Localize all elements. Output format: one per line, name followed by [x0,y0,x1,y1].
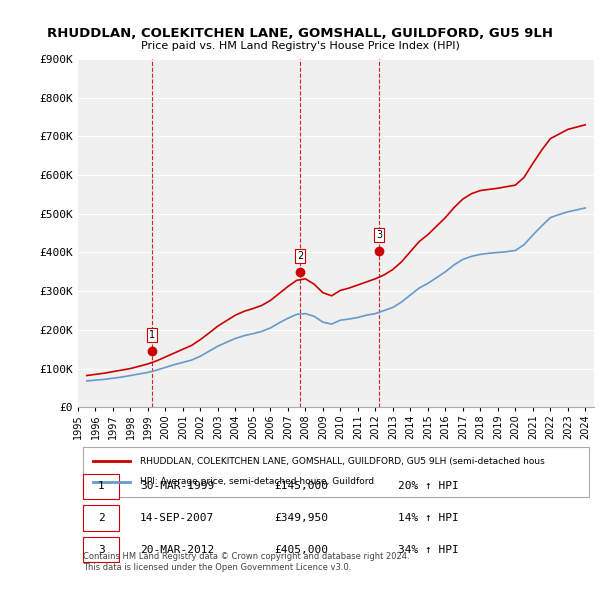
Text: £349,950: £349,950 [274,513,328,523]
Text: 14-SEP-2007: 14-SEP-2007 [140,513,214,523]
Text: 2: 2 [98,513,104,523]
Text: 3: 3 [98,545,104,555]
Text: 3: 3 [376,230,382,240]
Text: Price paid vs. HM Land Registry's House Price Index (HPI): Price paid vs. HM Land Registry's House … [140,41,460,51]
Text: RHUDDLAN, COLEKITCHEN LANE, GOMSHALL, GUILDFORD, GU5 9LH (semi-detached hous: RHUDDLAN, COLEKITCHEN LANE, GOMSHALL, GU… [140,457,545,466]
Text: Contains HM Land Registry data © Crown copyright and database right 2024.
This d: Contains HM Land Registry data © Crown c… [83,552,410,572]
Text: 1: 1 [98,481,104,491]
Text: £145,000: £145,000 [274,481,328,491]
FancyBboxPatch shape [83,537,119,562]
Text: 20-MAR-2012: 20-MAR-2012 [140,545,214,555]
Text: 2: 2 [297,251,304,261]
Text: 14% ↑ HPI: 14% ↑ HPI [398,513,458,523]
Text: RHUDDLAN, COLEKITCHEN LANE, GOMSHALL, GUILDFORD, GU5 9LH: RHUDDLAN, COLEKITCHEN LANE, GOMSHALL, GU… [47,27,553,40]
Text: 34% ↑ HPI: 34% ↑ HPI [398,545,458,555]
FancyBboxPatch shape [83,447,589,497]
Text: 20% ↑ HPI: 20% ↑ HPI [398,481,458,491]
Text: 30-MAR-1999: 30-MAR-1999 [140,481,214,491]
FancyBboxPatch shape [83,506,119,531]
Text: 1: 1 [149,330,155,340]
Text: HPI: Average price, semi-detached house, Guildford: HPI: Average price, semi-detached house,… [140,477,374,486]
FancyBboxPatch shape [83,474,119,499]
Text: £405,000: £405,000 [274,545,328,555]
